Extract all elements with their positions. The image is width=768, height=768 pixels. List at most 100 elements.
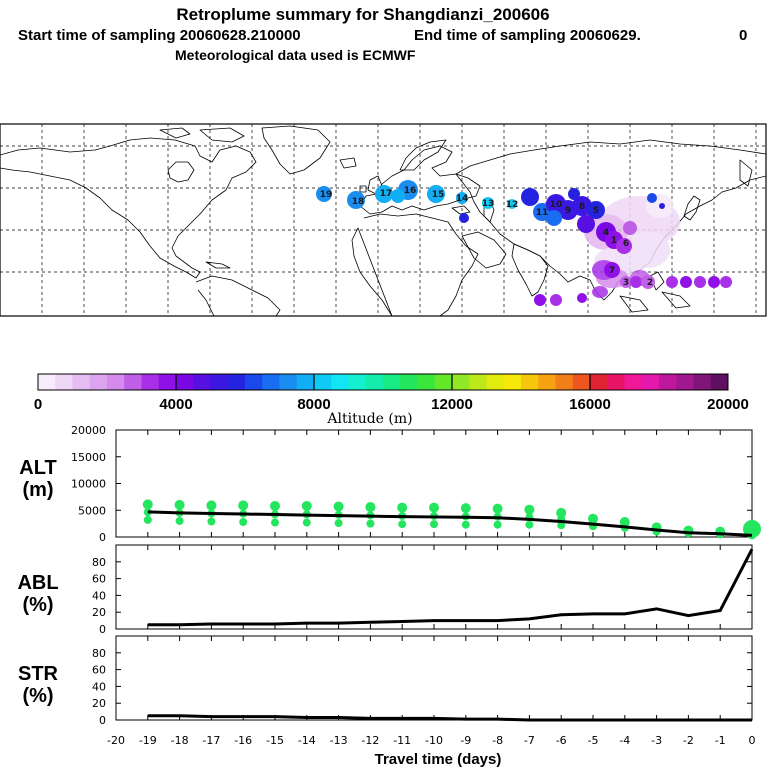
world-map-panel: 19 18 17 16 15 14 13 12 11 10 9 8 7 6 5 … (0, 123, 767, 317)
y-tick-label: 20000 (71, 424, 106, 437)
altitude-cluster-point (333, 501, 344, 512)
colorbar-cell (383, 374, 401, 390)
plume-label-8: 8 (579, 202, 585, 212)
colorbar-cell (676, 374, 694, 390)
altitude-cluster-point (143, 515, 152, 524)
plume-label-18: 18 (352, 197, 365, 207)
colorbar-cell (158, 374, 177, 390)
plume-label-7: 7 (609, 266, 615, 276)
colorbar-cell (469, 374, 487, 390)
x-tick-label: -6 (556, 734, 567, 747)
y-tick-label: 20 (92, 697, 106, 710)
plume-label-11: 11 (536, 208, 549, 218)
altitude-cluster-point (366, 519, 375, 528)
colorbar-cell (314, 374, 332, 390)
colorbar-cell (124, 374, 142, 390)
x-tick-label: -16 (234, 734, 252, 747)
colorbar-cell (279, 374, 298, 390)
altitude-cluster-point (334, 519, 343, 528)
plume-label-2: 2 (647, 278, 653, 288)
panel-frame (115, 544, 753, 630)
title-met-data: Meteorological data used is ECMWF (175, 47, 416, 63)
altitude-cluster-point (301, 500, 312, 511)
colorbar-cell (659, 374, 677, 390)
title-line-1: Retroplume summary for Shangdianzi_20060… (176, 5, 549, 24)
plume-label-4: 4 (603, 228, 609, 238)
colorbar-frame (37, 373, 729, 391)
y-tick-label: 0 (99, 531, 106, 544)
x-tick-label: -10 (425, 734, 443, 747)
altitude-cluster-point (271, 518, 279, 527)
colorbar-cell (55, 374, 73, 390)
plume-label-16: 16 (404, 186, 417, 196)
colorbar-cell (486, 374, 505, 390)
altitude-cluster-point (460, 503, 471, 514)
altitude-cluster-point (461, 520, 470, 529)
y-tick-label: 40 (92, 589, 106, 602)
colorbar-cell (434, 374, 453, 390)
altitude-cluster-point (207, 517, 216, 526)
x-tick-label: -13 (330, 734, 348, 747)
panel-frame (115, 635, 753, 721)
altitude-cluster-point (270, 500, 280, 511)
x-tick-label: -15 (266, 734, 284, 747)
altitude-cluster-point (397, 502, 408, 513)
altitude-cluster-point (557, 521, 566, 530)
y-tick-label: 0 (99, 623, 106, 636)
colorbar-cell (141, 374, 160, 390)
x-tick-label: -4 (619, 734, 630, 747)
title-start-time: Start time of sampling 20060628.210000 (18, 27, 301, 44)
plume-label-6: 6 (623, 239, 629, 249)
altitude-cluster-point (398, 520, 407, 529)
plume-label-17: 17 (380, 189, 393, 199)
plume-day-labels: 19 18 17 16 15 14 13 12 11 10 9 8 7 6 5 … (320, 186, 653, 288)
title-end-time-zero: 0 (739, 27, 747, 44)
x-tick-label: -2 (683, 734, 694, 747)
plume-label-12: 12 (506, 200, 519, 210)
colorbar-cell (641, 374, 660, 390)
colorbar-tick-label: 8000 (297, 396, 330, 413)
colorbar-cell (590, 374, 608, 390)
str-fraction-line (147, 714, 752, 722)
x-tick-label: -8 (492, 734, 503, 747)
map-coastlines (0, 125, 766, 316)
altitude-cluster-point (175, 516, 184, 525)
colorbar-cell (572, 374, 591, 390)
colorbar-cell (38, 374, 56, 390)
panel-unit: (%) (22, 685, 53, 707)
x-tick-label: -18 (171, 734, 189, 747)
colorbar-cell (365, 374, 384, 390)
colorbar-cell (210, 374, 229, 390)
x-tick-label: -9 (460, 734, 471, 747)
plume-label-5: 5 (593, 206, 599, 216)
x-tick-label: -20 (107, 734, 125, 747)
plume-label-13: 13 (482, 199, 495, 209)
colorbar-cell (262, 374, 280, 390)
colorbar-tick-label: 4000 (159, 396, 192, 413)
colorbar-cell (624, 374, 643, 390)
x-tick-label: -12 (361, 734, 379, 747)
colorbar-cell (710, 374, 729, 390)
y-tick-label: 60 (92, 573, 106, 586)
colorbar-cell (72, 374, 91, 390)
colorbar-tick-label: 16000 (569, 396, 611, 413)
altitude-cluster-point (238, 500, 249, 511)
map-frame (0, 123, 767, 317)
plume-label-19: 19 (320, 190, 333, 200)
colorbar-cells (38, 374, 729, 390)
colorbar-cell (503, 374, 522, 390)
y-tick-label: 0 (99, 714, 106, 727)
altitude-cluster-point (430, 520, 438, 529)
colorbar-cell (331, 374, 349, 390)
retroplume-footprint: 19 18 17 16 15 14 13 12 11 10 9 8 7 6 5 … (316, 180, 732, 306)
plume-label-3: 3 (623, 278, 629, 288)
colorbar-cell (348, 374, 367, 390)
plume-label-14: 14 (456, 194, 469, 204)
altitude-cluster-point (142, 499, 153, 510)
x-tick-label: -19 (139, 734, 157, 747)
colorbar-cell (193, 374, 211, 390)
plume-label-1: 1 (611, 236, 617, 246)
colorbar-cell (400, 374, 418, 390)
x-tick-label: -17 (202, 734, 220, 747)
colorbar-tick-label: 12000 (431, 396, 473, 413)
